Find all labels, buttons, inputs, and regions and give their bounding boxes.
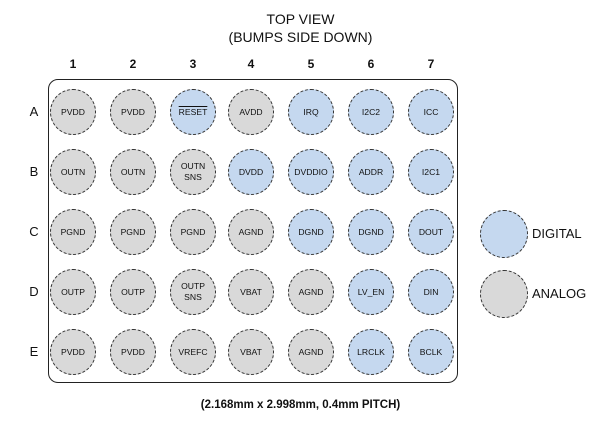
bump-label: OUTP [61, 286, 85, 297]
package-outline [48, 79, 458, 383]
bump-d3: OUTP SNS [170, 269, 216, 315]
bump-label: AGND [298, 286, 324, 297]
row-label-b: B [29, 164, 39, 179]
legend-label-analog: ANALOG [532, 286, 587, 301]
bump-label: DGND [358, 226, 384, 237]
bump-c1: PGND [50, 209, 96, 255]
bump-b1: OUTN [50, 149, 96, 195]
column-label-3: 3 [189, 57, 197, 71]
title-bumps-side-down: (BUMPS SIDE DOWN) [228, 29, 373, 45]
bump-label: IRQ [303, 106, 319, 117]
bump-label: DVDD [238, 166, 264, 177]
row-label-c: C [29, 224, 39, 239]
bump-label: VBAT [240, 286, 262, 297]
bump-e5: AGND [288, 329, 334, 375]
bump-label: OUTP [181, 281, 205, 291]
bump-label: AGND [238, 226, 264, 237]
bump-label: DGND [298, 226, 324, 237]
bump-label: LV_EN [357, 286, 385, 297]
bump-label: OUTN [60, 166, 86, 177]
bump-label: I2C2 [361, 106, 381, 117]
bump-label: ICC [423, 106, 439, 117]
bump-e4: VBAT [228, 329, 274, 375]
bump-e6: LRCLK [348, 329, 394, 375]
bump-label: BCLK [419, 346, 443, 357]
bump-label: OUTN [180, 161, 206, 171]
bump-a6: I2C2 [348, 89, 394, 135]
column-label-5: 5 [307, 57, 315, 71]
bump-d5: AGND [288, 269, 334, 315]
bump-c6: DGND [348, 209, 394, 255]
bump-b4: DVDD [228, 149, 274, 195]
bump-a7: ICC [408, 89, 454, 135]
bump-a5: IRQ [288, 89, 334, 135]
bump-c2: PGND [110, 209, 156, 255]
bump-b2: OUTN [110, 149, 156, 195]
bump-label: OUTP [121, 286, 145, 297]
bump-label: LRCLK [357, 346, 385, 357]
bump-label: VBAT [240, 346, 262, 357]
row-label-e: E [29, 344, 39, 359]
bump-d2: OUTP [110, 269, 156, 315]
column-label-4: 4 [247, 57, 255, 71]
bump-a4: AVDD [228, 89, 274, 135]
bump-d1: OUTP [50, 269, 96, 315]
bump-label: PVDD [121, 346, 145, 357]
bump-label: PVDD [121, 106, 145, 117]
bump-label: PVDD [61, 106, 85, 117]
bump-b5: DVDDIO [288, 149, 334, 195]
legend-label-digital: DIGITAL [532, 226, 582, 241]
bump-c5: DGND [288, 209, 334, 255]
column-label-1: 1 [69, 57, 77, 71]
bump-label: RESET [178, 106, 208, 117]
bump-c3: PGND [170, 209, 216, 255]
bump-label: PVDD [61, 346, 85, 357]
bump-label: VREFC [178, 346, 208, 357]
bump-label: I2C1 [421, 166, 441, 177]
legend-swatch-digital [480, 210, 528, 258]
row-label-a: A [29, 104, 39, 119]
bump-label: DIN [423, 286, 439, 297]
bump-e1: PVDD [50, 329, 96, 375]
title-top-view: TOP VIEW [266, 11, 335, 27]
bump-b7: I2C1 [408, 149, 454, 195]
bump-b6: ADDR [348, 149, 394, 195]
legend-swatch-analog [480, 270, 528, 318]
bump-label: SNS [184, 292, 202, 302]
bump-label: PGND [120, 226, 146, 237]
bump-a2: PVDD [110, 89, 156, 135]
bump-label: AGND [298, 346, 324, 357]
bump-e3: VREFC [170, 329, 216, 375]
bump-label: OUTN [120, 166, 146, 177]
column-label-7: 7 [427, 57, 435, 71]
bump-label: AVDD [239, 106, 263, 117]
bump-a3: RESET [170, 89, 216, 135]
bump-d4: VBAT [228, 269, 274, 315]
bump-label: PGND [180, 226, 206, 237]
bump-label: ADDR [358, 166, 384, 177]
row-label-d: D [29, 284, 39, 299]
column-label-6: 6 [367, 57, 375, 71]
bump-e7: BCLK [408, 329, 454, 375]
bump-c7: DOUT [408, 209, 454, 255]
dimensions-caption: (2.168mm x 2.998mm, 0.4mm PITCH) [200, 399, 401, 411]
bump-d7: DIN [408, 269, 454, 315]
column-label-2: 2 [129, 57, 137, 71]
bump-c4: AGND [228, 209, 274, 255]
bump-label: PGND [60, 226, 86, 237]
bump-a1: PVDD [50, 89, 96, 135]
bump-label: DVDDIO [294, 166, 328, 177]
bump-e2: PVDD [110, 329, 156, 375]
bump-label: SNS [184, 172, 202, 182]
bump-b3: OUTN SNS [170, 149, 216, 195]
bump-d6: LV_EN [348, 269, 394, 315]
bump-label: DOUT [418, 226, 444, 237]
